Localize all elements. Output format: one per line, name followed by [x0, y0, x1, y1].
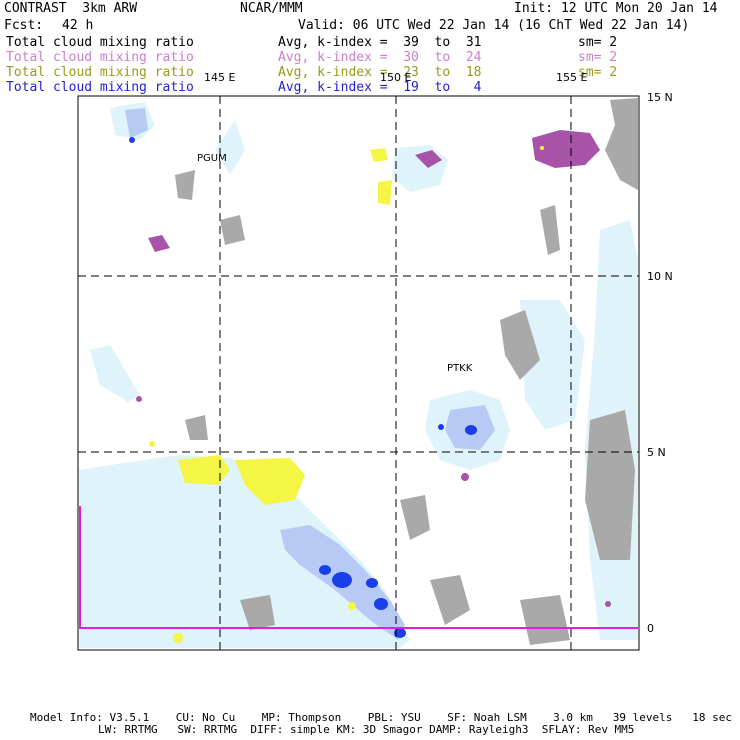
- lat-label-10n: 10 N: [647, 270, 673, 283]
- lon-label-155: 155 E: [556, 71, 587, 84]
- station-pgum: PGUM: [197, 153, 227, 164]
- lat-label-15n: 15 N: [647, 91, 673, 104]
- equator-boundary: [79, 506, 638, 629]
- institution-label: NCAR/MMM: [240, 1, 303, 16]
- core-6: [465, 425, 477, 435]
- field-name-1: Total cloud mixing ratio: [6, 35, 194, 50]
- field-name-2: Total cloud mixing ratio: [6, 50, 194, 65]
- field-sm-3: sm= 2: [578, 65, 618, 80]
- field-sm-2: sm= 2: [578, 50, 618, 65]
- yellow-north-1: [370, 148, 388, 162]
- field-avg-4: Avg, k-index = 19 to 4: [278, 80, 482, 95]
- purple-northeast: [532, 130, 600, 168]
- gray-west-1: [175, 170, 195, 200]
- forecast-hour: 42 h: [62, 18, 94, 33]
- field-sm-1: sm= 2: [578, 35, 618, 50]
- lon-label-145: 145 E: [204, 71, 235, 84]
- lat-lon-grid: [78, 96, 639, 650]
- yellow-center-west: [235, 458, 305, 505]
- field-avg-2: Avg, k-index = 30 to 24: [278, 50, 482, 65]
- purple-shading: [136, 130, 611, 607]
- gray-south-center: [400, 495, 430, 540]
- field-name-4: Total cloud mixing ratio: [6, 80, 194, 95]
- cloud-light-north-strip: [215, 120, 245, 175]
- valid-time: Valid: 06 UTC Wed 22 Jan 14 (16 ChT Wed …: [298, 18, 690, 33]
- gray-west-2: [220, 215, 245, 245]
- yellow-north-2: [378, 180, 392, 205]
- cloud-mid-northwest: [125, 108, 148, 138]
- field-avg-1: Avg, k-index = 39 to 31: [278, 35, 482, 50]
- forecast-label: Fcst:: [4, 18, 44, 33]
- gray-southeast-2: [520, 595, 570, 645]
- model-info-line-2: LW: RRTMG SW: RRTMG DIFF: simple KM: 3D …: [98, 723, 635, 736]
- core-5: [394, 628, 406, 638]
- gray-northeast: [605, 98, 638, 190]
- core-8: [129, 137, 135, 143]
- yellow-shading: [149, 146, 544, 643]
- yellow-dot-1: [149, 441, 155, 447]
- field-name-3: Total cloud mixing ratio: [6, 65, 194, 80]
- cloud-light-mid-east: [520, 300, 585, 430]
- purple-south-dot: [461, 473, 469, 481]
- lat-label-5n: 5 N: [647, 446, 666, 459]
- core-2: [319, 565, 331, 575]
- core-4: [374, 598, 388, 610]
- core-7: [438, 424, 444, 430]
- purple-ene-dot: [605, 601, 611, 607]
- lat-label-0: 0: [647, 622, 654, 635]
- cloud-light-west: [90, 345, 140, 402]
- dense-cloud-cores: [129, 137, 477, 638]
- purple-west: [148, 235, 170, 252]
- gray-southwest: [240, 595, 275, 630]
- cloud-light-southwest: [79, 455, 410, 648]
- yellow-dot-3: [348, 602, 356, 610]
- yellow-dot-2: [173, 633, 183, 643]
- gray-mid-east-2: [540, 205, 560, 255]
- yellow-west-band: [178, 455, 230, 485]
- purple-north-center: [415, 150, 442, 168]
- station-ptkk: PTKK: [447, 363, 473, 374]
- init-time: Init: 12 UTC Mon 20 Jan 14: [514, 1, 718, 16]
- gray-west-3: [185, 415, 208, 440]
- model-info-line-1: Model Info: V3.5.1 CU: No Cu MP: Thompso…: [30, 711, 732, 724]
- gray-southeast-1: [430, 575, 470, 625]
- core-3: [366, 578, 378, 588]
- yellow-dot-4: [540, 146, 544, 150]
- gray-mid-east-1: [500, 310, 540, 380]
- gray-east: [585, 410, 635, 560]
- field-avg-3: Avg, k-index = 23 to 18: [278, 65, 482, 80]
- gray-shading: [175, 98, 638, 645]
- core-1: [332, 572, 352, 588]
- model-title: CONTRAST 3km ARW: [4, 1, 138, 16]
- purple-west-dot: [136, 396, 142, 402]
- lon-label-150: 150 E: [380, 71, 411, 84]
